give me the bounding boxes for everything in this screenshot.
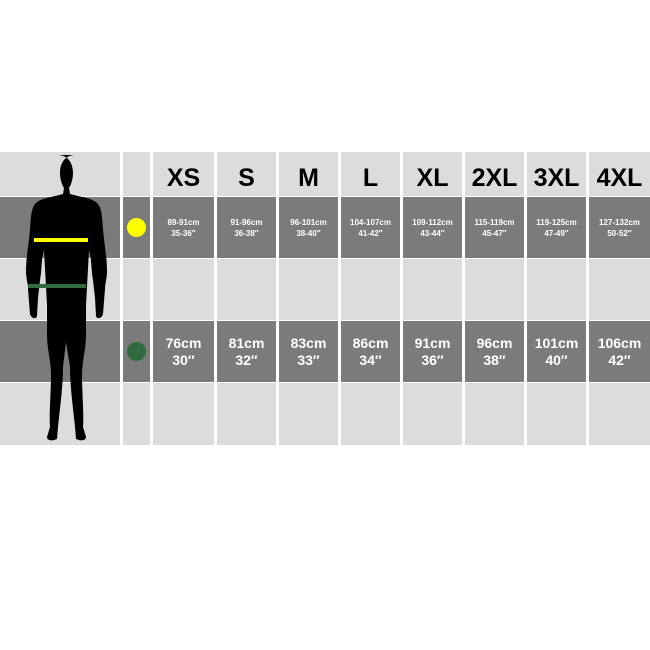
chest-cm: 89-91cm [167,217,200,227]
chest-inch: 43-44″ [420,228,445,238]
chest-cm: 96-101cm [290,217,327,227]
waist-cm: 101cm [534,334,579,351]
size-header: 4XL [589,152,650,196]
waist-cell: 96cm 38″ [465,321,524,382]
chest-inch: 41-42″ [358,228,383,238]
size-label: XL [416,163,449,192]
waist-cm: 86cm [352,334,389,351]
waist-cell: 76cm 30″ [153,321,214,382]
size-header: 3XL [527,152,586,196]
indicator-cell [123,152,150,196]
chest-inch: 36-38″ [234,228,259,238]
size-header: XL [403,152,462,196]
empty-cell [589,259,650,320]
empty-cell [403,259,462,320]
waist-cell: 91cm 36″ [403,321,462,382]
chest-dot-icon [127,218,146,237]
waist-cm: 76cm [165,334,202,351]
waist-cell: 86cm 34″ [341,321,400,382]
waist-inch: 32″ [235,351,258,368]
chest-cell: 91-96cm 36-38″ [217,197,276,258]
chest-inch: 47-49″ [544,228,569,238]
empty-cell [153,259,214,320]
empty-cell [527,383,586,445]
chest-cm: 119-125cm [536,217,577,227]
indicator-cell [123,259,150,320]
waist-cm: 106cm [597,334,642,351]
figure-cell [0,152,120,196]
chest-cell: 119-125cm 47-49″ [527,197,586,258]
empty-cell [465,383,524,445]
waist-cell: 106cm 42″ [589,321,650,382]
waist-inch: 33″ [297,351,320,368]
chest-inch: 50-52″ [607,228,632,238]
waist-inch: 42″ [608,351,631,368]
waist-cell: 81cm 32″ [217,321,276,382]
size-header: S [217,152,276,196]
size-label: 4XL [596,163,643,192]
chest-cell: 104-107cm 41-42″ [341,197,400,258]
chest-inch: 38-40″ [296,228,321,238]
size-label: 3XL [533,163,580,192]
empty-cell [279,259,338,320]
empty-cell [279,383,338,445]
indicator-cell [123,383,150,445]
waist-cm: 96cm [476,334,513,351]
size-header: 2XL [465,152,524,196]
chest-cm: 127-132cm [599,217,640,227]
chest-cm: 104-107cm [350,217,391,227]
chest-cell: 96-101cm 38-40″ [279,197,338,258]
empty-cell [217,259,276,320]
waist-cm: 81cm [228,334,265,351]
chest-cell: 89-91cm 35-36″ [153,197,214,258]
empty-cell [589,383,650,445]
chest-cm: 115-119cm [474,217,515,227]
empty-cell [341,259,400,320]
body-silhouette-icon [26,155,107,441]
size-label: M [298,163,319,192]
empty-cell [527,259,586,320]
waist-inch: 30″ [172,351,195,368]
waist-cell: 101cm 40″ [527,321,586,382]
chest-cell: 115-119cm 45-47″ [465,197,524,258]
chest-cm: 109-112cm [412,217,453,227]
size-label: 2XL [471,163,518,192]
empty-cell [217,383,276,445]
empty-cell [153,383,214,445]
waist-inch: 34″ [359,351,382,368]
waist-cell: 83cm 33″ [279,321,338,382]
size-label: XS [166,163,201,192]
empty-cell [465,259,524,320]
indicator-cell [123,197,150,258]
waist-cm: 91cm [414,334,451,351]
waist-dot-icon [127,342,146,361]
waist-inch: 38″ [483,351,506,368]
chest-cm: 91-96cm [230,217,263,227]
chest-line-icon [34,238,88,242]
size-header: XS [153,152,214,196]
waist-inch: 36″ [421,351,444,368]
empty-cell [341,383,400,445]
chest-inch: 45-47″ [482,228,507,238]
waist-line-icon [28,284,86,288]
chest-cell: 109-112cm 43-44″ [403,197,462,258]
size-header: L [341,152,400,196]
indicator-cell [123,321,150,382]
empty-cell [403,383,462,445]
chest-inch: 35-36″ [171,228,196,238]
size-label: L [362,163,379,192]
size-label: S [238,163,255,192]
chest-cell: 127-132cm 50-52″ [589,197,650,258]
size-header: M [279,152,338,196]
waist-inch: 40″ [545,351,568,368]
waist-cm: 83cm [290,334,327,351]
